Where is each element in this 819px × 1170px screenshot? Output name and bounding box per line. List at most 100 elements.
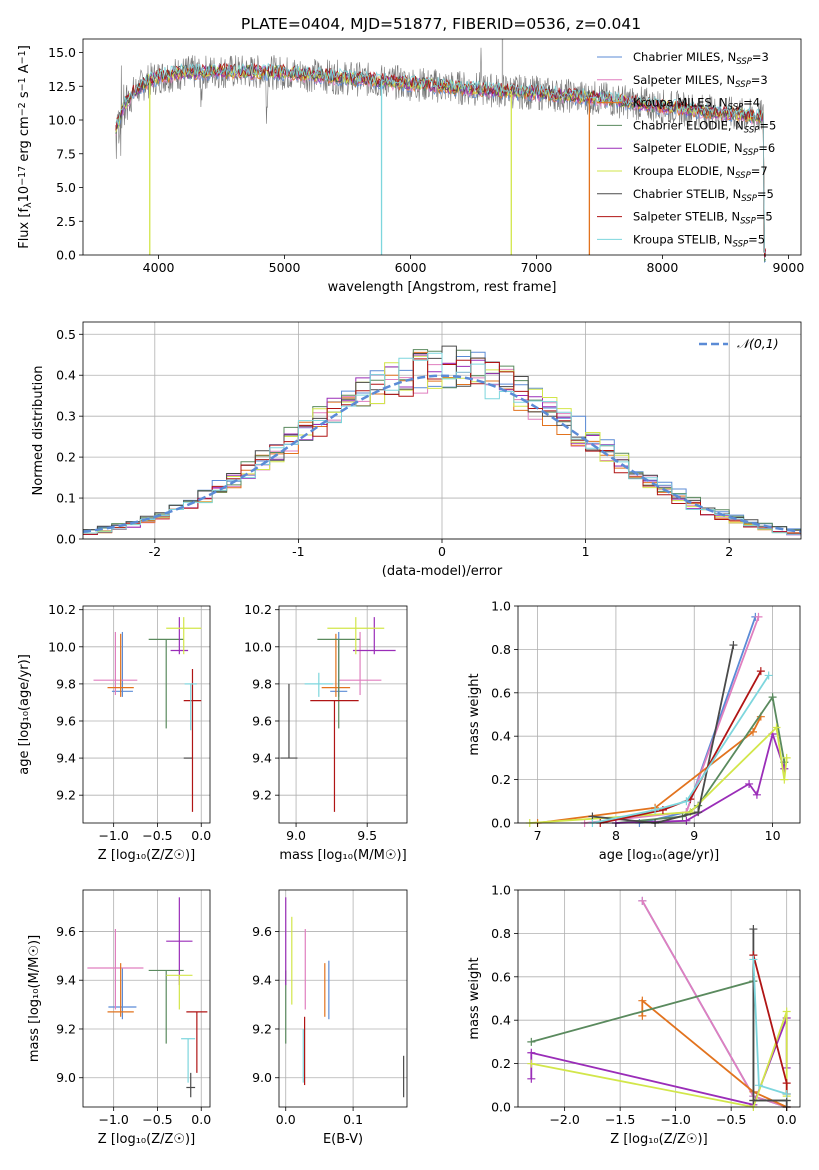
weight-line-salpeter-elodie xyxy=(615,730,786,824)
y-tick-label: 10.0 xyxy=(244,639,272,654)
x-tick-label: −0.5 xyxy=(142,1112,172,1127)
legend-sub: SSP xyxy=(744,125,760,135)
x-tick-label: 10 xyxy=(765,828,781,843)
x-tick-label: 0.1 xyxy=(343,1112,363,1127)
axes-mass_vs_Z: −1.0 −0.5 0.0 9.0 9.2 9.4 9.6 Z [log₁₀(Z/Z☉)] ma… xyxy=(27,889,211,1147)
y-tick-label: 0.8 xyxy=(491,642,511,657)
x-tick-label: 1 xyxy=(582,544,590,559)
x-tick-label: −1.5 xyxy=(605,1112,635,1127)
legend-label: Chabrier ELODIE, NSSP=5 xyxy=(633,118,776,135)
legend-model: Kroupa STELIB, N xyxy=(633,232,733,246)
weight-marker-kroupa-miles xyxy=(638,1011,647,1020)
x-tick-label: 8000 xyxy=(647,260,679,275)
weight-marker-chabrier-stelib xyxy=(749,1096,758,1105)
legend-nssp: =5 xyxy=(759,118,776,132)
y-tick-label: 15.0 xyxy=(48,45,76,60)
weight-line-salpeter-stelib xyxy=(600,670,762,824)
legend-nssp: =4 xyxy=(743,96,760,110)
y-tick-label: 0.0 xyxy=(56,248,76,263)
x-axis-label: (data-model)/error xyxy=(382,564,503,579)
weight-line-chabrier-stelib xyxy=(592,644,735,824)
legend-label: Salpeter ELODIE, NSSP=6 xyxy=(633,141,775,158)
data-spectrum xyxy=(115,39,767,264)
y-label-part: A xyxy=(17,64,32,77)
x-tick-label: 0.0 xyxy=(191,828,211,843)
histogram-kroupa-stelib xyxy=(83,352,801,535)
x-tick-label: 8 xyxy=(612,828,620,843)
y-axis-label: Normed distribution xyxy=(31,366,46,496)
y-tick-label: 9.4 xyxy=(252,751,272,766)
y-tick-label: 9.6 xyxy=(252,713,272,728)
legend-nssp: =7 xyxy=(751,164,768,178)
axes-frame-spectrum xyxy=(82,38,802,256)
legend-sub: SSP xyxy=(736,57,752,67)
y-tick-label: 0.0 xyxy=(491,1100,511,1115)
weight-line-kroupa-elodie xyxy=(531,1011,788,1109)
y-tick-label: 0.6 xyxy=(491,969,511,984)
legend-label: Kroupa STELIB, NSSP=5 xyxy=(633,232,765,249)
x-tick-label: 0 xyxy=(438,544,446,559)
legend-model: Chabrier ELODIE, N xyxy=(633,118,744,132)
y-axis-label: mass weight xyxy=(467,957,482,1039)
y-tick-label: 9.6 xyxy=(252,924,272,939)
axes-spectrum: 4000 5000 6000 7000 8000 9000 0.0 2.5 5.0 7.5 10.0… xyxy=(48,38,804,295)
weight-marker-kroupa-miles xyxy=(638,996,647,1005)
weight-marker-salpeter-miles xyxy=(754,612,763,621)
data-mass_vs_ebv xyxy=(285,897,405,1098)
x-tick-label: 0.0 xyxy=(191,1112,211,1127)
x-tick-label: 9.0 xyxy=(286,828,306,843)
legend-nssp: =6 xyxy=(758,141,775,155)
axes-mass_vs_ebv: 0.0 0.1 9.0 9.2 9.4 9.6 E(B-V) xyxy=(252,889,408,1147)
weight-marker-kroupa-elodie xyxy=(782,753,791,762)
legend-model: Kroupa ELODIE, N xyxy=(633,164,735,178)
legend-label: Chabrier STELIB, NSSP=5 xyxy=(633,187,774,204)
x-tick-label: 5000 xyxy=(269,260,301,275)
y-tick-label: 0.3 xyxy=(56,409,76,424)
weight-marker-kroupa-stelib xyxy=(651,805,660,814)
y-label-part: −2 xyxy=(17,102,28,116)
weight-line-kroupa-stelib xyxy=(592,674,770,824)
x-tick-label: 2 xyxy=(725,544,733,559)
weight-marker-kroupa-stelib xyxy=(749,955,758,964)
legend-sub: SSP xyxy=(735,79,751,89)
legend-nssp: =3 xyxy=(752,50,769,64)
x-tick-label: 9.5 xyxy=(357,828,377,843)
legend-nssp: =5 xyxy=(756,210,773,224)
weight-marker-kroupa-elodie xyxy=(527,1059,536,1068)
x-tick-label: −0.5 xyxy=(142,828,172,843)
model-spectrum-chabrier-miles xyxy=(115,68,766,264)
y-tick-label: 0.0 xyxy=(56,532,76,547)
legend-model: Chabrier MILES, N xyxy=(633,50,736,64)
y-tick-label: 9.4 xyxy=(252,973,272,988)
y-tick-label: 9.2 xyxy=(56,788,76,803)
x-tick-label: 7 xyxy=(534,828,542,843)
grid-mass_vs_ebv xyxy=(279,890,407,1107)
legend-model: Chabrier STELIB, N xyxy=(633,187,741,201)
y-tick-label: 9.2 xyxy=(252,1021,272,1036)
y-tick-label: 9.6 xyxy=(56,924,76,939)
x-tick-label: 7000 xyxy=(521,260,553,275)
weight-marker-salpeter-miles xyxy=(638,896,647,905)
weight-line-kroupa-miles xyxy=(641,998,788,1108)
data-mass_vs_Z xyxy=(87,897,208,1098)
x-tick-label: −1.0 xyxy=(98,828,128,843)
legend-nssp: =5 xyxy=(757,187,774,201)
x-tick-label: 0.0 xyxy=(276,1112,296,1127)
axes-weight_vs_age: 7 8 9 10 0.0 0.2 0.4 0.6 0.8 1.0 age [log₁₀(age/yr… xyxy=(467,599,801,863)
y-label-part: erg cm xyxy=(17,116,32,165)
model-spectrum-kroupa-stelib xyxy=(115,62,766,254)
y-label-part: s xyxy=(17,91,32,102)
axes-frame-mass_vs_Z xyxy=(82,889,211,1108)
weight-marker-salpeter-elodie xyxy=(745,779,754,788)
legend-model: Salpeter ELODIE, N xyxy=(633,141,743,155)
y-tick-label: 10.2 xyxy=(244,602,272,617)
y-tick-label: 9.8 xyxy=(252,676,272,691)
legend-sub: SSP xyxy=(728,102,744,112)
weight-marker-kroupa-elodie xyxy=(772,723,781,732)
legend-nssp: =5 xyxy=(748,232,765,246)
weight-marker-salpeter-elodie xyxy=(682,816,691,825)
y-tick-label: 9.0 xyxy=(56,1070,76,1085)
axes-frame-age_vs_Z xyxy=(82,605,211,824)
y-tick-label: 0.1 xyxy=(56,491,76,506)
x-axis-label: mass [log₁₀(M/M☉)] xyxy=(279,848,406,863)
